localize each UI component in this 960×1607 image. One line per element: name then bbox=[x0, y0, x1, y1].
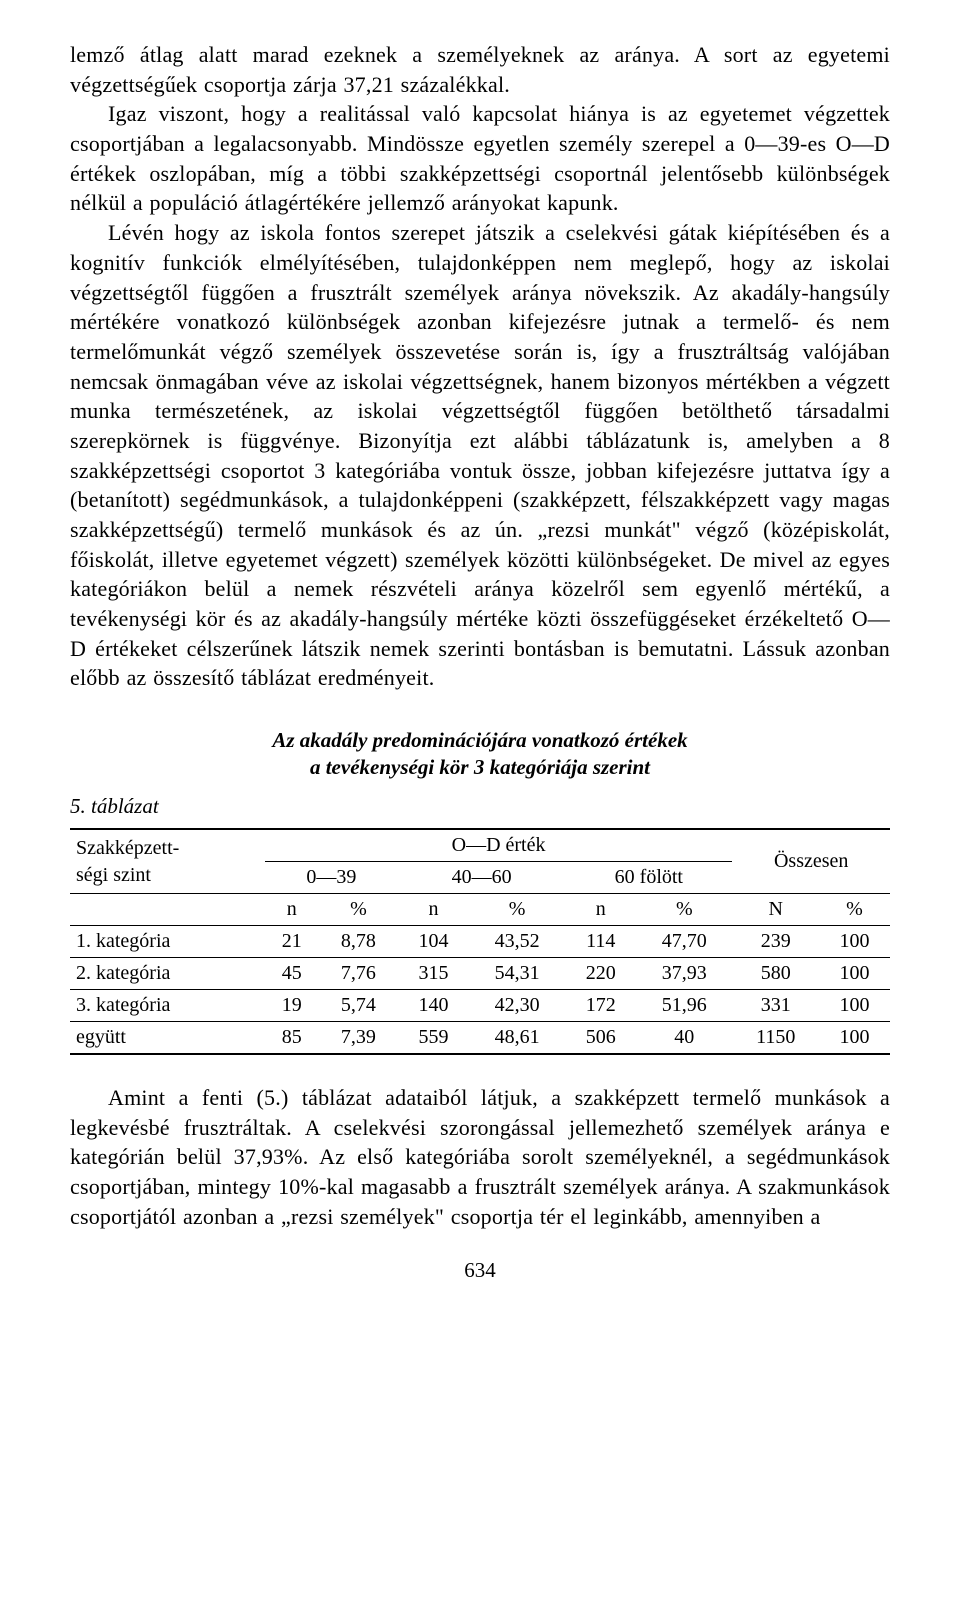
subhead-4: n bbox=[565, 894, 636, 926]
cell: 85 bbox=[265, 1022, 319, 1055]
cell: 315 bbox=[398, 958, 469, 990]
subhead-0: n bbox=[265, 894, 319, 926]
cell: 45 bbox=[265, 958, 319, 990]
cell: 43,52 bbox=[469, 926, 565, 958]
cell: 331 bbox=[732, 990, 819, 1022]
cell: 172 bbox=[565, 990, 636, 1022]
cell: 47,70 bbox=[636, 926, 732, 958]
subhead-2: n bbox=[398, 894, 469, 926]
table-row: együtt 85 7,39 559 48,61 506 40 1150 100 bbox=[70, 1022, 890, 1055]
cell: 559 bbox=[398, 1022, 469, 1055]
cell: 5,74 bbox=[319, 990, 398, 1022]
header-od: O—D érték bbox=[265, 830, 733, 862]
table-row: 1. kategória 21 8,78 104 43,52 114 47,70… bbox=[70, 926, 890, 958]
page-number: 634 bbox=[70, 1256, 890, 1284]
cell: 37,93 bbox=[636, 958, 732, 990]
cell: 100 bbox=[819, 1022, 890, 1055]
paragraph-2: Igaz viszont, hogy a realitással való ka… bbox=[70, 99, 890, 218]
header-range-2: 60 fölött bbox=[565, 862, 732, 894]
cell: 51,96 bbox=[636, 990, 732, 1022]
cell: 7,76 bbox=[319, 958, 398, 990]
cell: 104 bbox=[398, 926, 469, 958]
cell: 100 bbox=[819, 958, 890, 990]
header-range-0: 0—39 bbox=[265, 862, 398, 894]
header-left-2: ségi szint bbox=[76, 864, 151, 886]
cell: 506 bbox=[565, 1022, 636, 1055]
table-label: 5. táblázat bbox=[70, 792, 890, 820]
cell: 40 bbox=[636, 1022, 732, 1055]
subhead-1: % bbox=[319, 894, 398, 926]
cell: 8,78 bbox=[319, 926, 398, 958]
table-row: 2. kategória 45 7,76 315 54,31 220 37,93… bbox=[70, 958, 890, 990]
header-range-1: 40—60 bbox=[398, 862, 565, 894]
cell: 1150 bbox=[732, 1022, 819, 1055]
cell: 42,30 bbox=[469, 990, 565, 1022]
header-left-1: Szakképzett- bbox=[76, 837, 179, 859]
cell: 7,39 bbox=[319, 1022, 398, 1055]
row-label: 1. kategória bbox=[70, 926, 265, 958]
data-table: Szakképzett- ségi szint O—D érték Összes… bbox=[70, 828, 890, 1055]
cell: 54,31 bbox=[469, 958, 565, 990]
subhead-6: N bbox=[732, 894, 819, 926]
cell: 48,61 bbox=[469, 1022, 565, 1055]
table-row: 3. kategória 19 5,74 140 42,30 172 51,96… bbox=[70, 990, 890, 1022]
cell: 114 bbox=[565, 926, 636, 958]
row-label: 2. kategória bbox=[70, 958, 265, 990]
subhead-5: % bbox=[636, 894, 732, 926]
paragraph-3: Lévén hogy az iskola fontos szerepet ját… bbox=[70, 218, 890, 693]
cell: 220 bbox=[565, 958, 636, 990]
paragraph-4: Amint a fenti (5.) táblázat adataiból lá… bbox=[70, 1083, 890, 1231]
cell: 580 bbox=[732, 958, 819, 990]
cell: 19 bbox=[265, 990, 319, 1022]
row-label: együtt bbox=[70, 1022, 265, 1055]
paragraph-1: lemző átlag alatt marad ezeknek a személ… bbox=[70, 40, 890, 99]
subhead-7: % bbox=[819, 894, 890, 926]
cell: 21 bbox=[265, 926, 319, 958]
subhead-3: % bbox=[469, 894, 565, 926]
row-label: 3. kategória bbox=[70, 990, 265, 1022]
header-total: Összesen bbox=[732, 830, 890, 894]
caption-line-1: Az akadály predominációjára vonatkozó ér… bbox=[70, 727, 890, 754]
table-caption: Az akadály predominációjára vonatkozó ér… bbox=[70, 727, 890, 782]
cell: 100 bbox=[819, 926, 890, 958]
cell: 140 bbox=[398, 990, 469, 1022]
caption-line-2: a tevékenységi kör 3 kategóriája szerint bbox=[70, 754, 890, 781]
cell: 100 bbox=[819, 990, 890, 1022]
cell: 239 bbox=[732, 926, 819, 958]
